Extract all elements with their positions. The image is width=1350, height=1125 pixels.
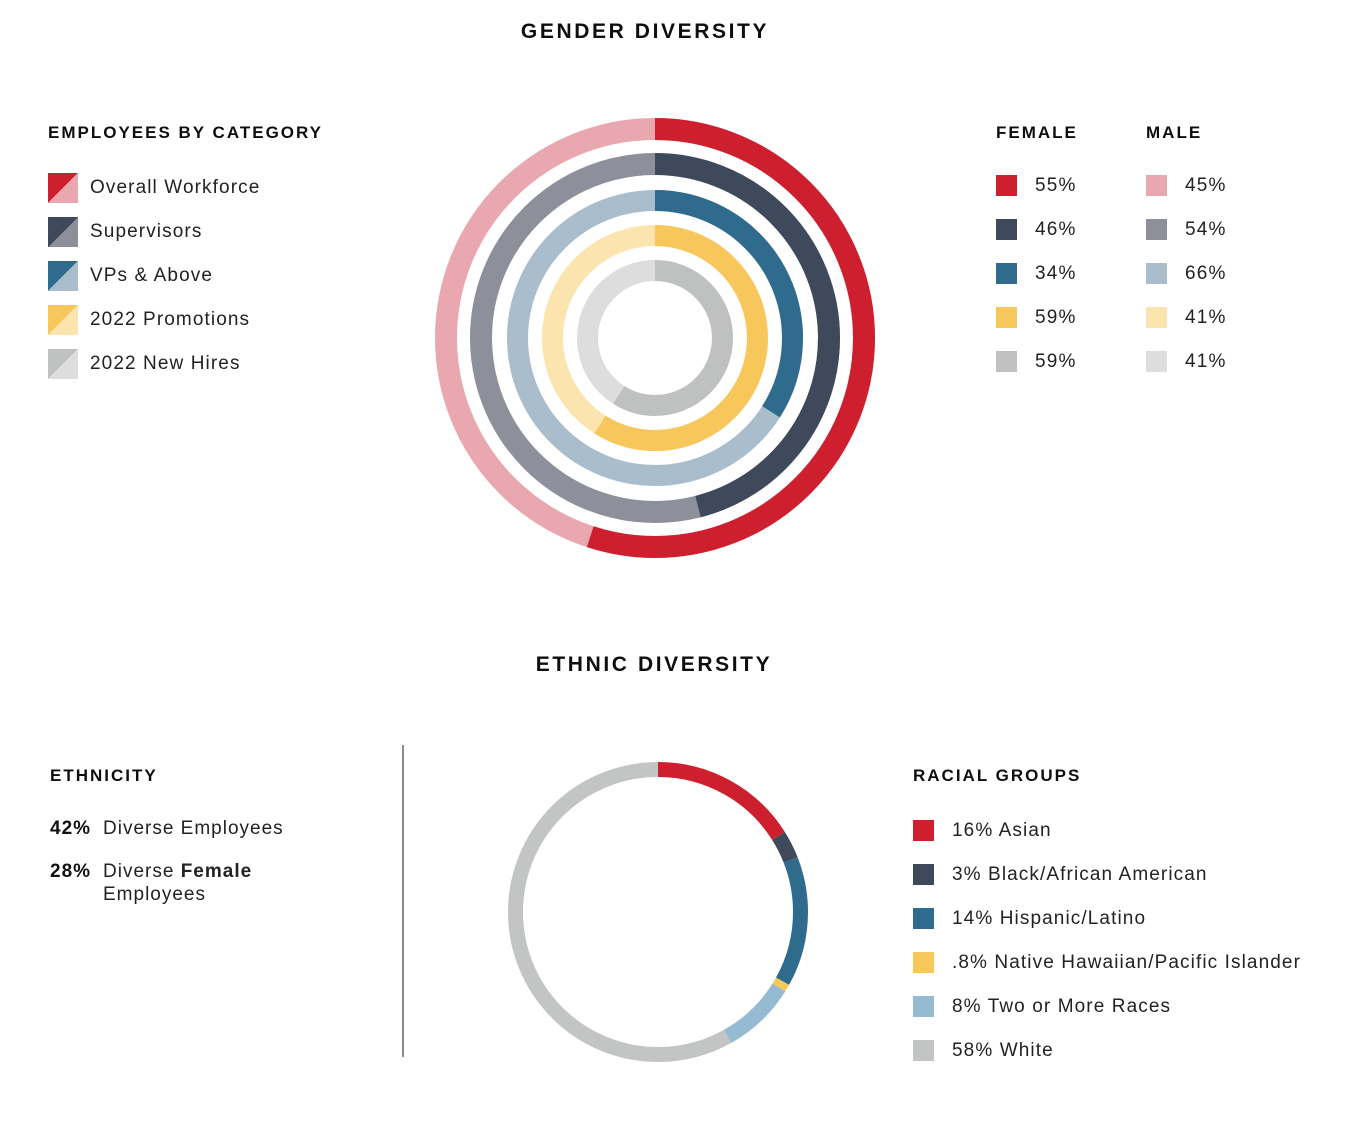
- racial-group-label: .8% Native Hawaiian/Pacific Islander: [952, 951, 1302, 973]
- racial-groups-legend: 16% Asian 3% Black/African American 14% Hi…: [913, 820, 1301, 1084]
- racial-group-swatch: [913, 996, 934, 1017]
- male-swatch: [1146, 351, 1167, 372]
- racial-group-swatch: [913, 908, 934, 929]
- racial-group-swatch: [913, 864, 934, 885]
- male-swatch: [1146, 263, 1167, 284]
- female-percent-value: 59%: [1035, 350, 1077, 372]
- category-label: VPs & Above: [90, 265, 214, 286]
- ethnicity-stat-text: Diverse Employees: [103, 818, 284, 839]
- category-legend: Overall Workforce Supervisors VPs & Above 2…: [48, 173, 260, 393]
- male-swatch: [1146, 219, 1167, 240]
- category-swatch: [48, 349, 78, 379]
- racial-group-label: 58% White: [952, 1039, 1054, 1061]
- category-legend-item: 2022 New Hires: [48, 349, 260, 379]
- employees-by-category-heading: EMPLOYEES BY CATEGORY: [48, 123, 324, 142]
- female-percent-value: 59%: [1035, 306, 1077, 328]
- category-label: 2022 Promotions: [90, 309, 251, 330]
- ring-female-arc-3: [542, 225, 768, 451]
- male-percent-value: 41%: [1185, 306, 1227, 328]
- ethnicity-stat-text: Female: [180, 861, 253, 882]
- category-swatch: [48, 217, 78, 247]
- vertical-divider: [402, 745, 404, 1057]
- ethnicity-stat-text: Diverse: [103, 861, 181, 882]
- ethnicity-stat: 42% Diverse Employees: [50, 817, 313, 840]
- female-column-header: FEMALE: [996, 123, 1078, 142]
- female-percent-row: 55%: [996, 175, 1077, 196]
- category-legend-item: VPs & Above: [48, 261, 260, 291]
- male-percent-value: 54%: [1185, 218, 1227, 240]
- ethnicity-stats: 42% Diverse Employees 28% Diverse Female Emp…: [50, 817, 313, 926]
- ethnicity-heading: ETHNICITY: [50, 766, 158, 785]
- category-legend-item: Overall Workforce: [48, 173, 260, 203]
- ethnic-section-title: ETHNIC DIVERSITY: [535, 653, 773, 676]
- ethnicity-stat-label: Diverse Employees: [103, 817, 313, 840]
- ring-female-arc-0: [435, 118, 875, 558]
- female-percent-row: 59%: [996, 351, 1077, 372]
- ethnicity-stat-value: 42%: [50, 818, 92, 839]
- ethnic-donut-chart: [508, 762, 808, 1062]
- male-percent-value: 45%: [1185, 174, 1227, 196]
- gender-rings-chart: [435, 118, 875, 558]
- racial-group-item: 3% Black/African American: [913, 864, 1301, 885]
- female-percent-value: 55%: [1035, 174, 1077, 196]
- racial-group-item: 58% White: [913, 1040, 1301, 1061]
- racial-group-swatch: [913, 952, 934, 973]
- female-percent-row: 59%: [996, 307, 1077, 328]
- female-swatch: [996, 263, 1017, 284]
- category-label: 2022 New Hires: [90, 353, 241, 374]
- female-swatch: [996, 219, 1017, 240]
- ring-female-arc-2: [507, 190, 803, 486]
- category-label: Supervisors: [90, 221, 203, 242]
- female-percent-value: 34%: [1035, 262, 1077, 284]
- racial-group-item: 8% Two or More Races: [913, 996, 1301, 1017]
- category-legend-item: Supervisors: [48, 217, 260, 247]
- ethnicity-stat-label: Diverse Female Employees: [103, 860, 313, 906]
- female-swatch: [996, 351, 1017, 372]
- donut-segment-5: [508, 762, 808, 1062]
- female-swatch: [996, 175, 1017, 196]
- ethnicity-stat-text: Employees: [103, 884, 206, 905]
- ring-female-arc-1: [470, 153, 840, 523]
- female-percent-row: 46%: [996, 219, 1077, 240]
- male-percent-row: 45%: [1146, 175, 1227, 196]
- male-percent-row: 66%: [1146, 263, 1227, 284]
- male-percent-column: 45% 54% 66% 41% 41%: [1146, 175, 1227, 395]
- racial-groups-heading: RACIAL GROUPS: [913, 766, 1082, 785]
- female-percent-row: 34%: [996, 263, 1077, 284]
- racial-group-label: 8% Two or More Races: [952, 995, 1172, 1017]
- male-percent-row: 54%: [1146, 219, 1227, 240]
- racial-group-item: 14% Hispanic/Latino: [913, 908, 1301, 929]
- male-percent-row: 41%: [1146, 351, 1227, 372]
- ethnicity-stat: 28% Diverse Female Employees: [50, 860, 313, 906]
- racial-group-label: 16% Asian: [952, 819, 1052, 841]
- male-percent-value: 41%: [1185, 350, 1227, 372]
- category-label: Overall Workforce: [90, 177, 261, 198]
- male-swatch: [1146, 307, 1167, 328]
- male-percent-row: 41%: [1146, 307, 1227, 328]
- racial-group-swatch: [913, 820, 934, 841]
- female-percent-value: 46%: [1035, 218, 1077, 240]
- ring-female-arc-4: [577, 260, 733, 416]
- racial-group-item: .8% Native Hawaiian/Pacific Islander: [913, 952, 1301, 973]
- category-swatch: [48, 261, 78, 291]
- racial-group-swatch: [913, 1040, 934, 1061]
- male-column-header: MALE: [1146, 123, 1203, 142]
- category-swatch: [48, 173, 78, 203]
- category-legend-item: 2022 Promotions: [48, 305, 260, 335]
- male-percent-value: 66%: [1185, 262, 1227, 284]
- gender-section-title: GENDER DIVERSITY: [520, 20, 770, 43]
- female-percent-column: 55% 46% 34% 59% 59%: [996, 175, 1077, 395]
- male-swatch: [1146, 175, 1167, 196]
- racial-group-label: 14% Hispanic/Latino: [952, 907, 1147, 929]
- ethnicity-stat-value: 28%: [50, 861, 92, 882]
- category-swatch: [48, 305, 78, 335]
- female-swatch: [996, 307, 1017, 328]
- racial-group-item: 16% Asian: [913, 820, 1301, 841]
- donut-segment-2: [508, 762, 808, 1062]
- racial-group-label: 3% Black/African American: [952, 863, 1208, 885]
